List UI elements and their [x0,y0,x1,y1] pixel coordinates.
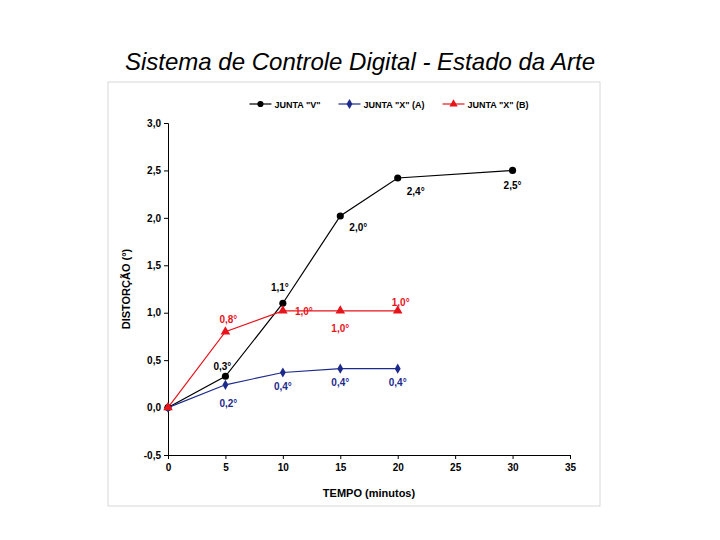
tick: 25 [450,455,462,473]
tick: 2,0 [147,213,168,224]
marker [222,373,229,380]
chart: Sistema de Controle Digital - Estado da … [0,0,720,540]
data-label: 2,0° [349,222,367,233]
tick: 1,0 [147,307,168,318]
title: Sistema de Controle Digital - Estado da … [125,48,595,75]
tick: 0 [166,455,172,473]
marker [394,174,401,181]
y-axis-title: DISTORÇÃO (°) [120,248,132,329]
panel [108,82,600,506]
legend-marker [449,99,457,106]
marker [278,305,288,313]
legend-label: JUNTA "V" [274,100,320,110]
tick-mark [164,265,168,266]
marker [335,305,345,313]
tick-label: 20 [393,462,405,473]
plot-area [163,167,516,413]
tick: 2,5 [147,165,168,176]
legend-label: JUNTA "X" (B) [468,100,529,110]
x-axis-title: TEMPO (minutos) [323,487,416,499]
tick: 3,0 [147,118,168,129]
data-labels: 0,3° 1,1° 2,0° 2,4° 2,5° 0,2° 0,4° 0,4° 0,4° 0,8°… [213,180,521,408]
tick-label: 2,0 [147,213,161,224]
marker [337,212,344,219]
legend-label: JUNTA "X" (A) [363,100,424,110]
data-label: 0,3° [213,361,231,372]
tick: 20 [393,455,405,473]
tick-label: 1,5 [147,260,161,271]
tick-mark [164,455,168,456]
tick-label: 5 [223,462,229,473]
tick-mark [164,218,168,219]
tick-mark [455,455,456,459]
tick-label: 0,5 [147,355,161,366]
data-label: 1,0° [392,297,410,308]
legend-marker [347,99,353,109]
data-label: 0,4° [274,381,292,392]
tick-label: -0,5 [144,450,162,461]
data-label: 1,0° [295,306,313,317]
tick-mark [164,360,168,361]
data-label: 2,4° [407,186,425,197]
data-label: 1,1° [271,282,289,293]
tick-label: 15 [335,462,347,473]
tick: 5 [223,455,229,473]
tick-mark [225,455,226,459]
tick: 30 [508,455,520,473]
tick-mark [164,123,168,124]
x-axis: 0 5 10 15 20 25 30 35 [166,455,577,473]
tick: 10 [278,455,290,473]
tick-label: 1,0 [147,307,161,318]
tick-label: 30 [508,462,520,473]
tick-mark [164,170,168,171]
tick: 35 [565,455,577,473]
legend-item: JUNTA "X" (B) [443,99,529,109]
data-label: 1,0° [331,323,349,334]
marker [395,364,401,374]
tick-label: 0 [166,462,172,473]
tick-label: 3,0 [147,118,161,129]
tick: 1,5 [147,260,168,271]
tick-mark [164,313,168,314]
marker [222,380,228,390]
tick-mark [398,455,399,459]
tick: 0,5 [147,355,168,366]
data-label: 0,2° [219,398,237,409]
tick-label: 35 [565,462,577,473]
marker [509,167,516,174]
tick-label: 2,5 [147,165,161,176]
legend-marker [257,101,263,107]
data-label: 0,4° [389,377,407,388]
legend: JUNTA "V" JUNTA "X" (A) JUNTA "X" (B) [249,99,528,110]
data-label: 0,8° [219,314,237,325]
tick: -0,5 [144,450,168,461]
marker [163,402,173,410]
series-line [168,170,513,407]
series-line [168,311,398,408]
tick-label: 25 [450,462,462,473]
tick-label: 0,0 [147,402,161,413]
tick: 15 [335,455,347,473]
marker [280,367,286,377]
tick-label: 10 [278,462,290,473]
tick-mark [570,455,571,459]
legend-item: JUNTA "V" [249,100,320,110]
data-label: 2,5° [504,180,522,191]
data-label: 0,4° [331,377,349,388]
tick-mark [283,455,284,459]
tick-mark [513,455,514,459]
legend-item: JUNTA "X" (A) [338,99,424,110]
axis-line [169,456,571,460]
marker [337,364,343,374]
tick-mark [340,455,341,459]
marker [221,326,231,334]
